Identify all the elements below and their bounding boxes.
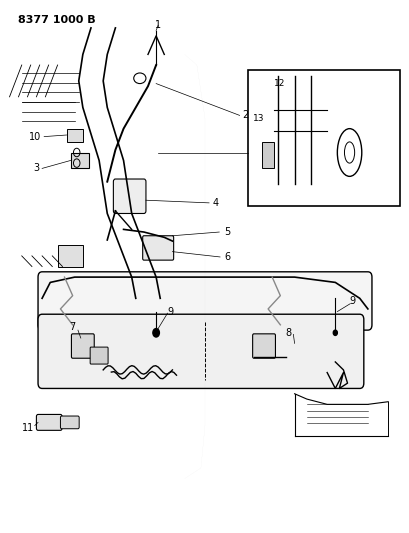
Text: 11: 11 xyxy=(22,423,34,433)
Bar xyxy=(58,245,83,266)
Bar xyxy=(247,70,400,206)
FancyBboxPatch shape xyxy=(142,236,173,260)
Text: 10: 10 xyxy=(29,132,41,142)
Text: 8377 1000 B: 8377 1000 B xyxy=(18,15,95,25)
Text: 13: 13 xyxy=(252,114,264,123)
Text: 6: 6 xyxy=(224,252,230,262)
Circle shape xyxy=(333,330,337,335)
Circle shape xyxy=(153,328,159,337)
FancyBboxPatch shape xyxy=(71,334,94,358)
FancyBboxPatch shape xyxy=(252,334,275,358)
Text: 5: 5 xyxy=(224,227,230,237)
Text: 9: 9 xyxy=(167,306,173,317)
Text: 8: 8 xyxy=(285,328,291,338)
Text: 1: 1 xyxy=(155,20,161,30)
Bar xyxy=(66,128,83,142)
FancyBboxPatch shape xyxy=(38,272,371,330)
FancyBboxPatch shape xyxy=(38,314,363,389)
Text: 9: 9 xyxy=(348,296,355,306)
FancyBboxPatch shape xyxy=(113,179,146,214)
Bar xyxy=(70,152,89,168)
FancyBboxPatch shape xyxy=(36,415,62,430)
Text: 7: 7 xyxy=(70,322,76,333)
Bar xyxy=(261,142,274,168)
Text: 12: 12 xyxy=(273,79,285,88)
FancyBboxPatch shape xyxy=(60,416,79,429)
Text: 2: 2 xyxy=(242,110,248,120)
FancyBboxPatch shape xyxy=(90,347,108,364)
Text: 3: 3 xyxy=(33,164,39,173)
Text: 4: 4 xyxy=(211,198,218,208)
